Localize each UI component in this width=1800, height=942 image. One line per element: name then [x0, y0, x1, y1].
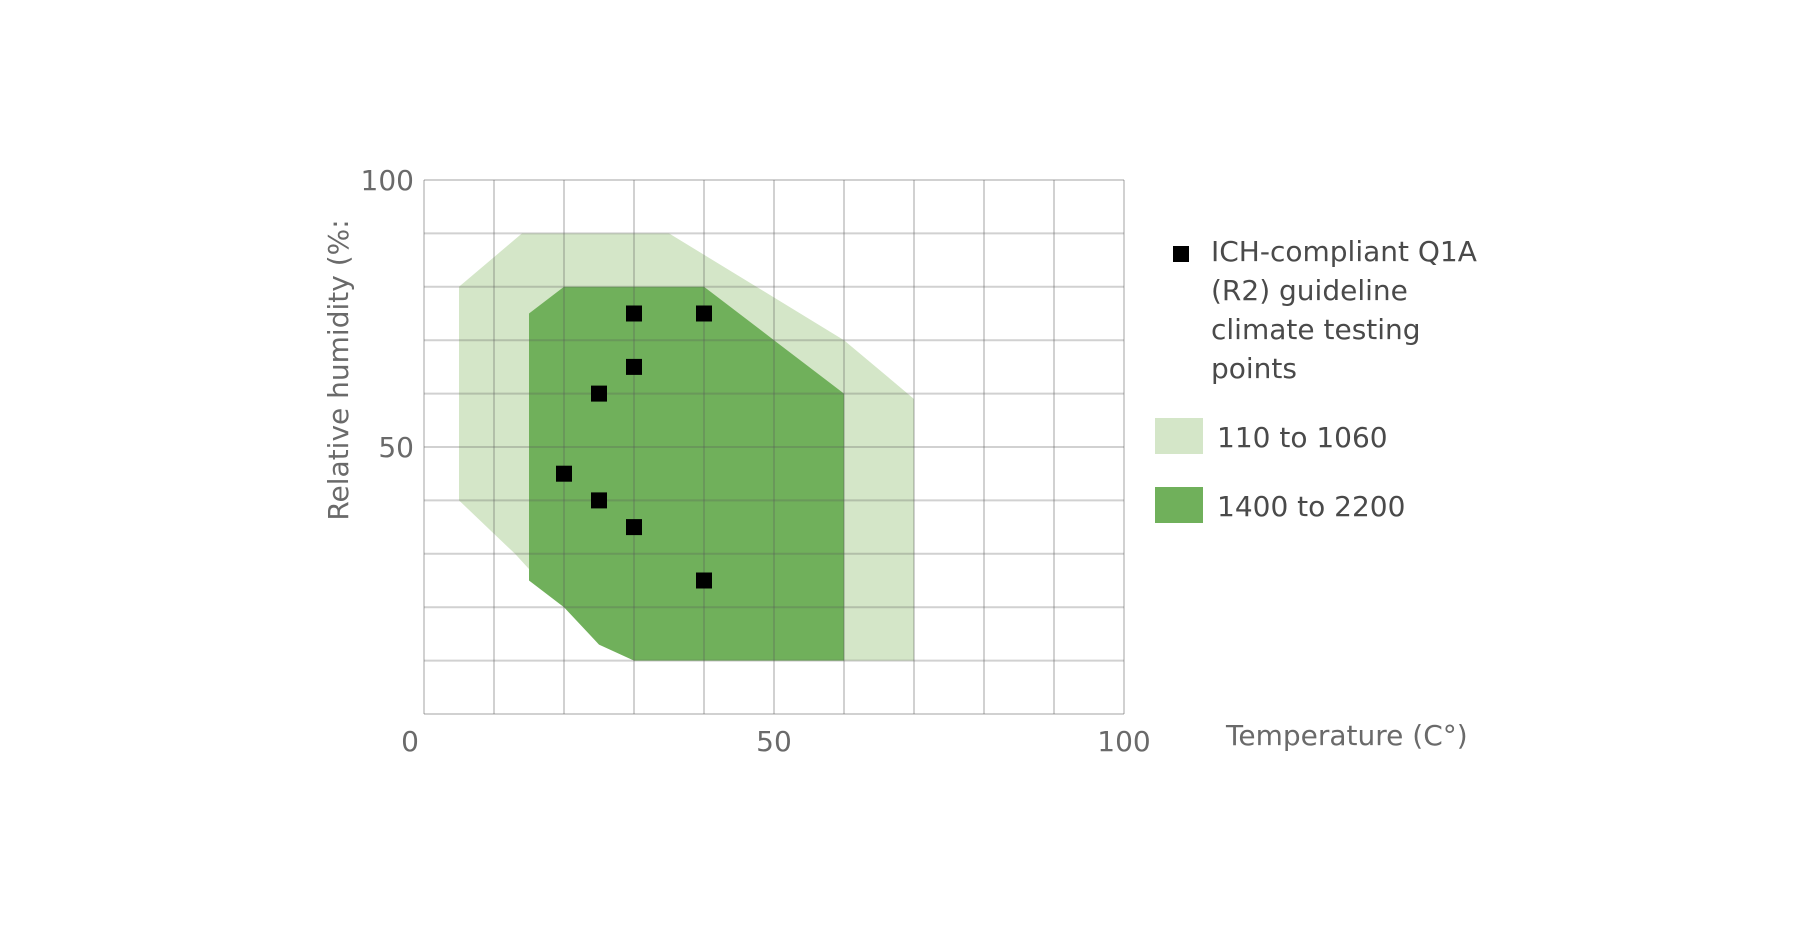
test-point-marker [696, 305, 712, 322]
legend: ICH-compliant Q1A (R2) guideline climate… [1155, 232, 1495, 556]
region-1400-to-2200 [529, 286, 844, 661]
legend-label: ICH-compliant Q1A (R2) guideline climate… [1211, 235, 1477, 385]
legend-label: 110 to 1060 [1217, 421, 1388, 454]
test-point-marker [556, 465, 572, 482]
test-point-marker [626, 358, 642, 375]
legend-item-light-region: 110 to 1060 [1155, 418, 1495, 457]
test-point-marker [696, 572, 712, 589]
y-axis-title: Relative humidity (%: [322, 219, 355, 520]
x-tick-label: 100 [1097, 725, 1150, 758]
light-green-swatch [1155, 418, 1203, 454]
test-point-marker [626, 519, 642, 536]
y-tick-label: 50 [378, 431, 414, 464]
x-tick-label: 0 [401, 725, 419, 758]
tick-labels: 0 50 100 50 100 [361, 164, 1151, 758]
test-point-marker [626, 305, 642, 322]
x-tick-label: 50 [756, 725, 792, 758]
region-layer [459, 233, 914, 661]
test-point-marker-icon [1173, 246, 1189, 262]
test-point-marker [591, 492, 607, 509]
y-tick-label: 100 [361, 164, 414, 197]
dark-green-swatch [1155, 487, 1203, 523]
legend-item-dark-region: 1400 to 2200 [1155, 487, 1495, 526]
x-axis-title: Temperature (C°) [1225, 719, 1468, 752]
test-point-marker [591, 385, 607, 402]
legend-label: 1400 to 2200 [1217, 490, 1406, 523]
data-points [556, 305, 712, 589]
legend-item-test-points: ICH-compliant Q1A (R2) guideline climate… [1155, 232, 1495, 388]
grid [423, 179, 1125, 715]
